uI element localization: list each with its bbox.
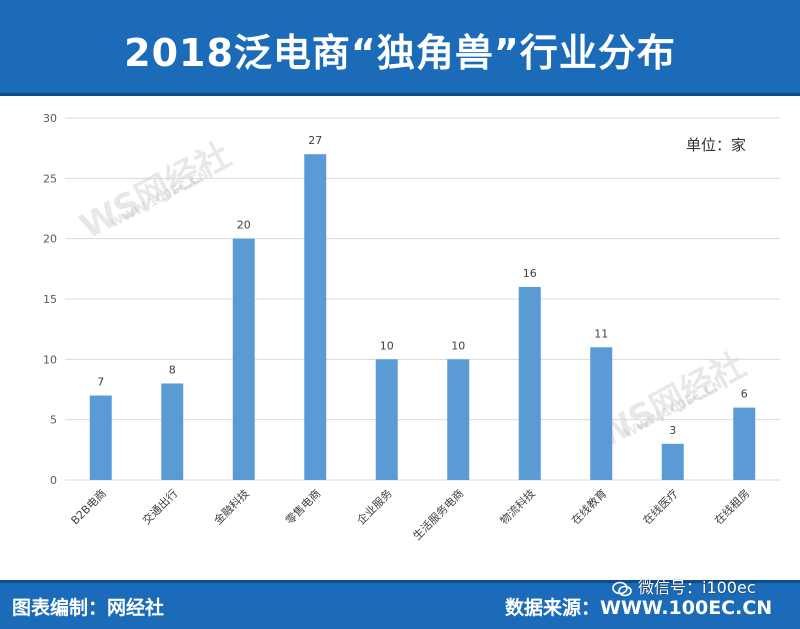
bar-1 xyxy=(89,395,112,480)
x-tick-label: 在线医疗 xyxy=(640,486,681,527)
x-tick-label: 交通出行 xyxy=(139,486,180,527)
x-axis-labels: B2B电商 交通出行 金融科技 零售电商 企业服务 生活服务电商 物流科技 在线教育 在线医疗在… xyxy=(68,486,753,543)
x-tick-label: 在线租房 xyxy=(711,486,752,527)
bar-9 xyxy=(661,443,684,480)
data-label: 6 xyxy=(741,388,748,401)
x-tick-label: 企业服务 xyxy=(354,486,395,527)
bar-3 xyxy=(232,238,255,480)
y-axis-ticks: 0 5 10 15 20 25 30 xyxy=(43,112,57,487)
data-label: 16 xyxy=(523,267,537,280)
bars xyxy=(89,154,756,480)
bar-4 xyxy=(304,154,327,480)
footer-data-source: 数据来源：WWW.100EC.CN xyxy=(505,597,773,619)
y-tick-label: 0 xyxy=(50,474,57,487)
y-tick-label: 25 xyxy=(43,172,57,185)
y-tick-label: 15 xyxy=(43,293,57,306)
x-tick-label: 生活服务电商 xyxy=(410,486,467,543)
footer-bar: 图表编制：网经社 数据来源：WWW.100EC.CN xyxy=(0,580,800,629)
y-tick-label: 10 xyxy=(43,353,57,366)
bar-6 xyxy=(447,359,470,480)
chart-title: 2018泛电商“独角兽”行业分布 xyxy=(124,31,676,75)
wechat-icon xyxy=(612,581,632,596)
data-label: 27 xyxy=(308,134,322,147)
x-tick-label: 在线教育 xyxy=(568,486,609,527)
x-tick-label: 金融科技 xyxy=(211,486,252,527)
data-label: 20 xyxy=(237,219,251,232)
unit-label: 单位：家 xyxy=(686,136,747,154)
data-label: 10 xyxy=(451,339,465,352)
bar-2 xyxy=(161,383,184,480)
y-tick-label: 5 xyxy=(50,414,57,427)
bar-5 xyxy=(375,359,398,480)
data-labels: 7 8 20 27 10 10 16 11 3 6 xyxy=(97,134,748,437)
data-label: 10 xyxy=(380,339,394,352)
bar-8 xyxy=(590,347,613,480)
data-label: 3 xyxy=(669,424,676,437)
x-tick-label: 物流科技 xyxy=(497,486,538,527)
data-label: 7 xyxy=(97,376,104,389)
wechat-id: 微信号：i100ec xyxy=(612,574,756,598)
y-tick-label: 20 xyxy=(43,233,57,246)
y-tick-label: 30 xyxy=(43,112,57,125)
title-bar: 2018泛电商“独角兽”行业分布 xyxy=(0,0,800,96)
x-tick-label: B2B电商 xyxy=(68,486,109,527)
grid-lines xyxy=(65,117,780,481)
wechat-text: 微信号：i100ec xyxy=(638,578,756,597)
bar-10 xyxy=(733,407,756,480)
footer-source-compiler: 图表编制：网经社 xyxy=(12,597,165,619)
bar-chart: 0 5 10 15 20 25 30 7 8 20 27 10 10 16 11 3 6 B2B电商 交通出行金… xyxy=(43,112,780,543)
x-tick-label: 零售电商 xyxy=(282,486,323,527)
bar-7 xyxy=(518,286,541,480)
data-label: 8 xyxy=(169,363,176,376)
data-label: 11 xyxy=(594,327,608,340)
